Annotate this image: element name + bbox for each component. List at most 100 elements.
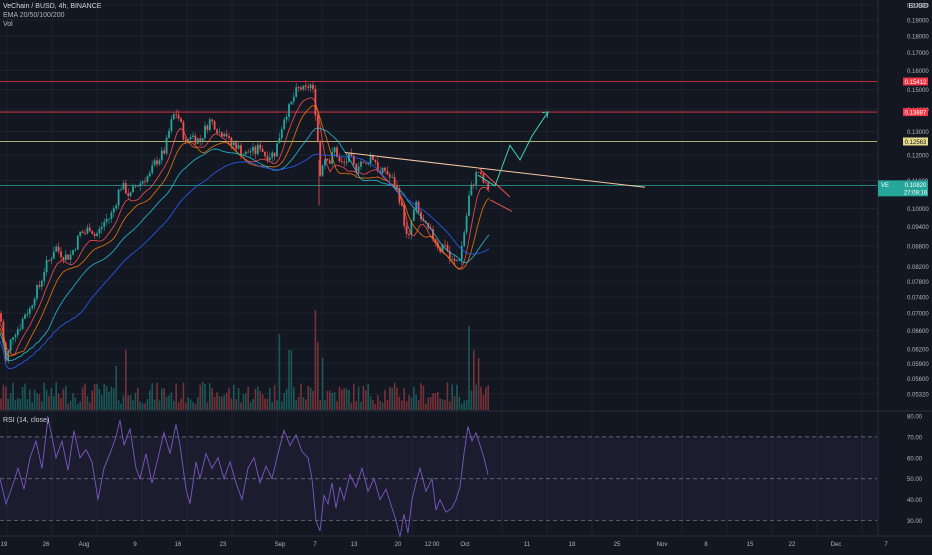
- volume-bar: [463, 400, 465, 410]
- volume-bar: [38, 394, 41, 410]
- volume-bar: [377, 395, 379, 410]
- candle-body: [364, 162, 367, 164]
- candle-body: [357, 166, 360, 172]
- time-tick-label: 25: [614, 542, 621, 548]
- candle-body: [441, 244, 444, 252]
- time-tick-label: 18: [569, 542, 576, 548]
- volume-bar: [192, 401, 194, 410]
- volume-bar: [211, 388, 213, 410]
- volume-bar: [110, 386, 113, 410]
- volume-bar: [398, 396, 401, 410]
- candle-body: [93, 234, 96, 237]
- volume-bar: [446, 382, 449, 410]
- volume-bar: [487, 384, 489, 410]
- volume-bar: [391, 387, 393, 410]
- candle-body: [360, 161, 362, 167]
- candle-body: [465, 215, 468, 233]
- volume-bar: [417, 400, 420, 410]
- candle-body: [376, 162, 379, 172]
- candle-body: [0, 313, 2, 322]
- volume-bar: [384, 389, 386, 410]
- candle-body: [367, 163, 370, 165]
- candle-body: [475, 172, 478, 185]
- price-tick-label: 0.09400: [907, 225, 929, 231]
- volume-bar: [305, 399, 307, 410]
- time-tick-label: Sep: [275, 542, 286, 548]
- volume-bar: [149, 390, 151, 410]
- candle-body: [422, 219, 425, 222]
- candle-body: [264, 151, 266, 157]
- volume-bar: [151, 383, 153, 410]
- time-tick-label: Oct: [460, 542, 470, 548]
- candle-body: [105, 219, 108, 222]
- volume-legend[interactable]: Vol: [3, 21, 13, 28]
- candle-body: [261, 149, 264, 152]
- volume-bar: [458, 396, 461, 410]
- candle-body: [220, 132, 223, 137]
- volume-bar: [194, 403, 197, 410]
- volume-bar: [101, 394, 103, 410]
- volume-bar: [434, 393, 437, 410]
- time-tick-label: 8: [704, 542, 708, 548]
- symbol-title[interactable]: VeChain / BUSD, 4h, BINANCE: [3, 3, 102, 10]
- volume-bar: [338, 386, 341, 410]
- volume-bar: [185, 402, 187, 410]
- volume-bar: [345, 388, 348, 410]
- candle-body: [91, 231, 94, 235]
- volume-bar: [120, 403, 122, 410]
- candle-body: [84, 233, 86, 234]
- volume-bar: [237, 387, 240, 410]
- candle-body: [247, 151, 250, 153]
- volume-bar: [96, 384, 98, 410]
- candle-body: [60, 251, 62, 258]
- candle-body: [290, 101, 293, 105]
- volume-bar: [161, 388, 163, 410]
- candle-body: [112, 208, 115, 213]
- ema-legend[interactable]: EMA 20/50/100/200: [3, 12, 65, 19]
- price-tick-label: 0.05320: [907, 392, 929, 398]
- candle-body: [151, 165, 154, 173]
- volume-bar: [53, 396, 55, 410]
- volume-bar: [264, 398, 266, 410]
- candle-body: [369, 154, 372, 164]
- price-tick-label: 0.05600: [907, 377, 929, 383]
- candle-body: [350, 153, 353, 157]
- candle-body: [72, 250, 74, 255]
- candle-body: [139, 183, 142, 187]
- volume-bar: [137, 387, 139, 410]
- current-price-value: 0.10820: [905, 183, 927, 189]
- candle-body: [300, 87, 302, 90]
- volume-bar: [266, 398, 269, 410]
- candle-body: [343, 161, 346, 163]
- candle-body: [278, 138, 281, 144]
- price-tick-label: 0.07800: [907, 280, 929, 286]
- rsi-tick-label: 30.00: [907, 519, 923, 525]
- volume-bar: [480, 386, 482, 410]
- candle-body: [283, 119, 286, 130]
- volume-bar: [199, 384, 201, 410]
- volume-bar: [245, 393, 247, 410]
- volume-bar: [105, 385, 108, 410]
- price-tick-label: 0.19000: [907, 19, 929, 25]
- candle-body: [100, 226, 103, 229]
- candle-body: [225, 133, 228, 137]
- candle-body: [352, 156, 355, 165]
- volume-bar: [165, 396, 168, 410]
- projection-arrowhead: [541, 111, 549, 118]
- candle-body: [285, 116, 288, 120]
- rsi-legend[interactable]: RSI (14, close): [3, 417, 50, 424]
- candle-body: [384, 167, 386, 171]
- volume-bar: [475, 384, 477, 410]
- price-badge-label: 0.12563: [905, 140, 927, 146]
- price-tick-label: 0.08800: [907, 245, 929, 251]
- candle-body: [211, 119, 214, 122]
- volume-bar: [396, 387, 398, 410]
- volume-bar: [218, 396, 221, 410]
- currency-label: BUSD: [908, 3, 928, 10]
- candle-body: [141, 181, 144, 184]
- candle-body: [170, 119, 173, 131]
- time-tick-label: 20: [395, 542, 402, 548]
- candle-body: [136, 185, 139, 187]
